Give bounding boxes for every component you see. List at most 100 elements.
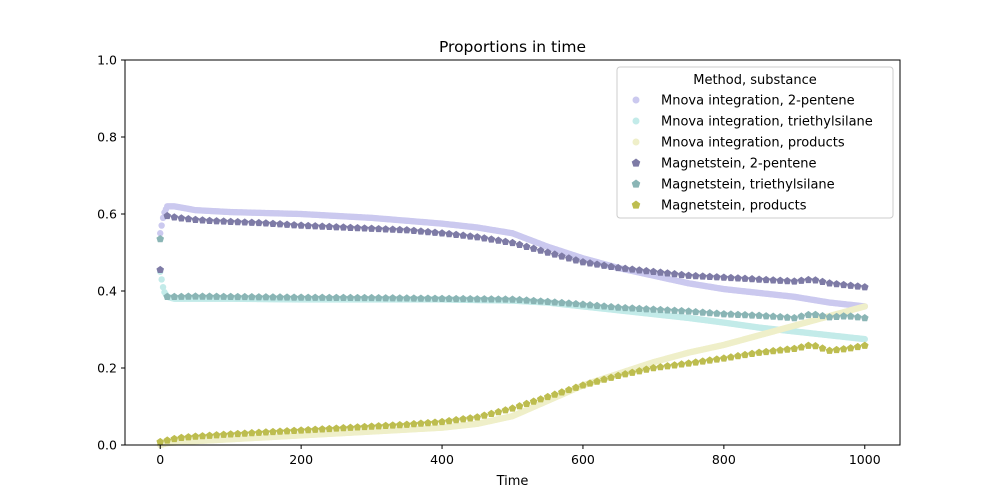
data-point xyxy=(727,353,735,361)
data-point xyxy=(198,292,207,300)
data-point xyxy=(473,233,482,241)
x-tick-label: 400 xyxy=(430,452,454,467)
data-point xyxy=(501,295,510,303)
data-point xyxy=(290,293,298,301)
data-point xyxy=(698,272,707,280)
data-point xyxy=(621,370,630,378)
data-point xyxy=(395,294,404,302)
data-point xyxy=(381,421,390,429)
data-point xyxy=(607,302,615,311)
data-point xyxy=(170,213,179,221)
data-point xyxy=(600,375,608,383)
data-point xyxy=(684,359,693,367)
data-point xyxy=(269,219,277,227)
data-point xyxy=(219,217,228,225)
data-point xyxy=(487,409,496,417)
legend: Method, substance Mnova integration, 2-p… xyxy=(616,66,894,219)
data-point xyxy=(558,252,566,260)
data-point xyxy=(839,345,848,353)
data-point xyxy=(233,292,242,301)
data-point xyxy=(388,225,397,233)
data-point xyxy=(233,429,242,438)
x-tick-label: 0 xyxy=(156,452,164,467)
data-point xyxy=(367,293,376,302)
data-point xyxy=(832,312,841,320)
data-point xyxy=(233,218,242,226)
data-point xyxy=(677,360,686,368)
data-point xyxy=(212,431,221,439)
legend-entry: Magnetstein, triethylsilane xyxy=(631,178,835,193)
data-point xyxy=(860,283,869,291)
data-point xyxy=(494,407,503,416)
data-point xyxy=(593,301,601,309)
legend-label: Magnetstein, products xyxy=(661,199,807,214)
data-point xyxy=(177,292,186,300)
data-point xyxy=(522,242,531,250)
data-point xyxy=(550,250,559,258)
data-point xyxy=(494,236,503,244)
series-magnetstein-triethylsilane xyxy=(156,235,869,322)
data-point xyxy=(184,215,193,223)
data-point xyxy=(811,310,820,318)
data-point xyxy=(163,436,172,444)
x-axis-ticks: 0 200 400 600 800 1000 xyxy=(156,445,881,467)
data-point xyxy=(403,294,411,302)
legend-marker xyxy=(632,117,640,125)
data-point xyxy=(748,349,756,357)
data-point xyxy=(811,342,820,350)
data-point xyxy=(311,425,320,433)
data-point xyxy=(670,270,679,278)
data-point xyxy=(698,308,707,316)
data-point xyxy=(663,306,672,314)
data-point xyxy=(205,292,214,300)
data-point xyxy=(304,293,312,301)
data-point xyxy=(381,294,390,302)
data-point xyxy=(790,313,799,322)
data-point xyxy=(157,230,164,237)
data-point xyxy=(339,424,348,432)
data-point xyxy=(543,297,552,306)
data-point xyxy=(762,312,770,320)
data-point xyxy=(734,274,742,282)
data-point xyxy=(276,220,284,228)
data-point xyxy=(776,276,785,284)
data-point xyxy=(297,426,305,434)
data-point xyxy=(558,388,566,396)
data-point xyxy=(191,215,200,224)
data-point xyxy=(734,310,742,318)
data-point xyxy=(593,377,601,385)
data-point xyxy=(748,311,756,319)
data-point xyxy=(410,420,418,428)
data-point xyxy=(424,294,432,302)
data-point xyxy=(395,420,404,429)
data-point xyxy=(353,293,362,302)
data-point xyxy=(276,427,284,435)
data-point xyxy=(720,310,728,318)
data-point xyxy=(649,364,658,372)
data-point xyxy=(825,279,834,287)
legend-entry: Magnetstein, products xyxy=(631,199,807,214)
data-point xyxy=(825,313,834,321)
data-point xyxy=(705,272,714,280)
data-point xyxy=(262,219,270,227)
data-point xyxy=(861,335,868,343)
data-point xyxy=(543,248,552,256)
data-point xyxy=(508,238,517,247)
data-point xyxy=(579,300,587,308)
data-point xyxy=(226,217,235,225)
data-point xyxy=(473,295,482,303)
data-point xyxy=(529,296,538,305)
data-point xyxy=(600,261,608,269)
legend-entry: Mnova integration, 2-pentene xyxy=(632,94,855,109)
data-point xyxy=(804,310,813,319)
data-point xyxy=(452,416,460,424)
data-point xyxy=(522,399,531,408)
data-point xyxy=(677,270,686,279)
data-point xyxy=(691,307,700,316)
data-point xyxy=(635,304,644,312)
data-point xyxy=(783,345,792,353)
data-point xyxy=(424,228,432,236)
data-point xyxy=(360,422,369,431)
data-point xyxy=(480,411,489,419)
legend-marker xyxy=(631,179,641,188)
